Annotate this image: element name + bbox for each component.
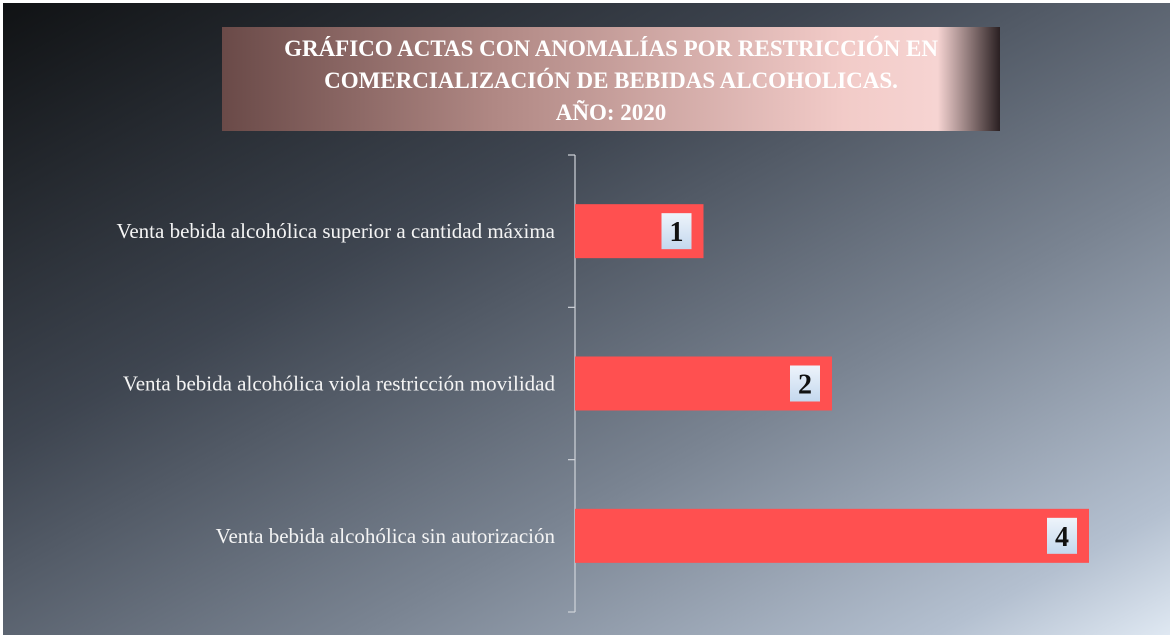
bar <box>575 508 1089 563</box>
value-label: 2 <box>798 370 812 401</box>
value-label-box <box>790 365 820 402</box>
chart-subtitle: AÑO: 2020 <box>555 100 667 125</box>
value-label: 4 <box>1055 522 1069 553</box>
value-label: 1 <box>670 217 684 248</box>
chart-title: GRÁFICO ACTAS CON ANOMALÍAS POR RESTRICC… <box>284 36 938 93</box>
title-box: GRÁFICO ACTAS CON ANOMALÍAS POR RESTRICC… <box>222 27 1000 131</box>
value-label-box <box>1047 517 1077 554</box>
y-tick-label: Venta bebida alcohólica superior a canti… <box>117 219 556 243</box>
bar <box>575 356 832 411</box>
value-label-box <box>661 213 692 250</box>
y-tick-label: Venta bebida alcohólica viola restricció… <box>123 372 556 396</box>
y-tick-label: Venta bebida alcohólica sin autorización <box>216 524 556 548</box>
